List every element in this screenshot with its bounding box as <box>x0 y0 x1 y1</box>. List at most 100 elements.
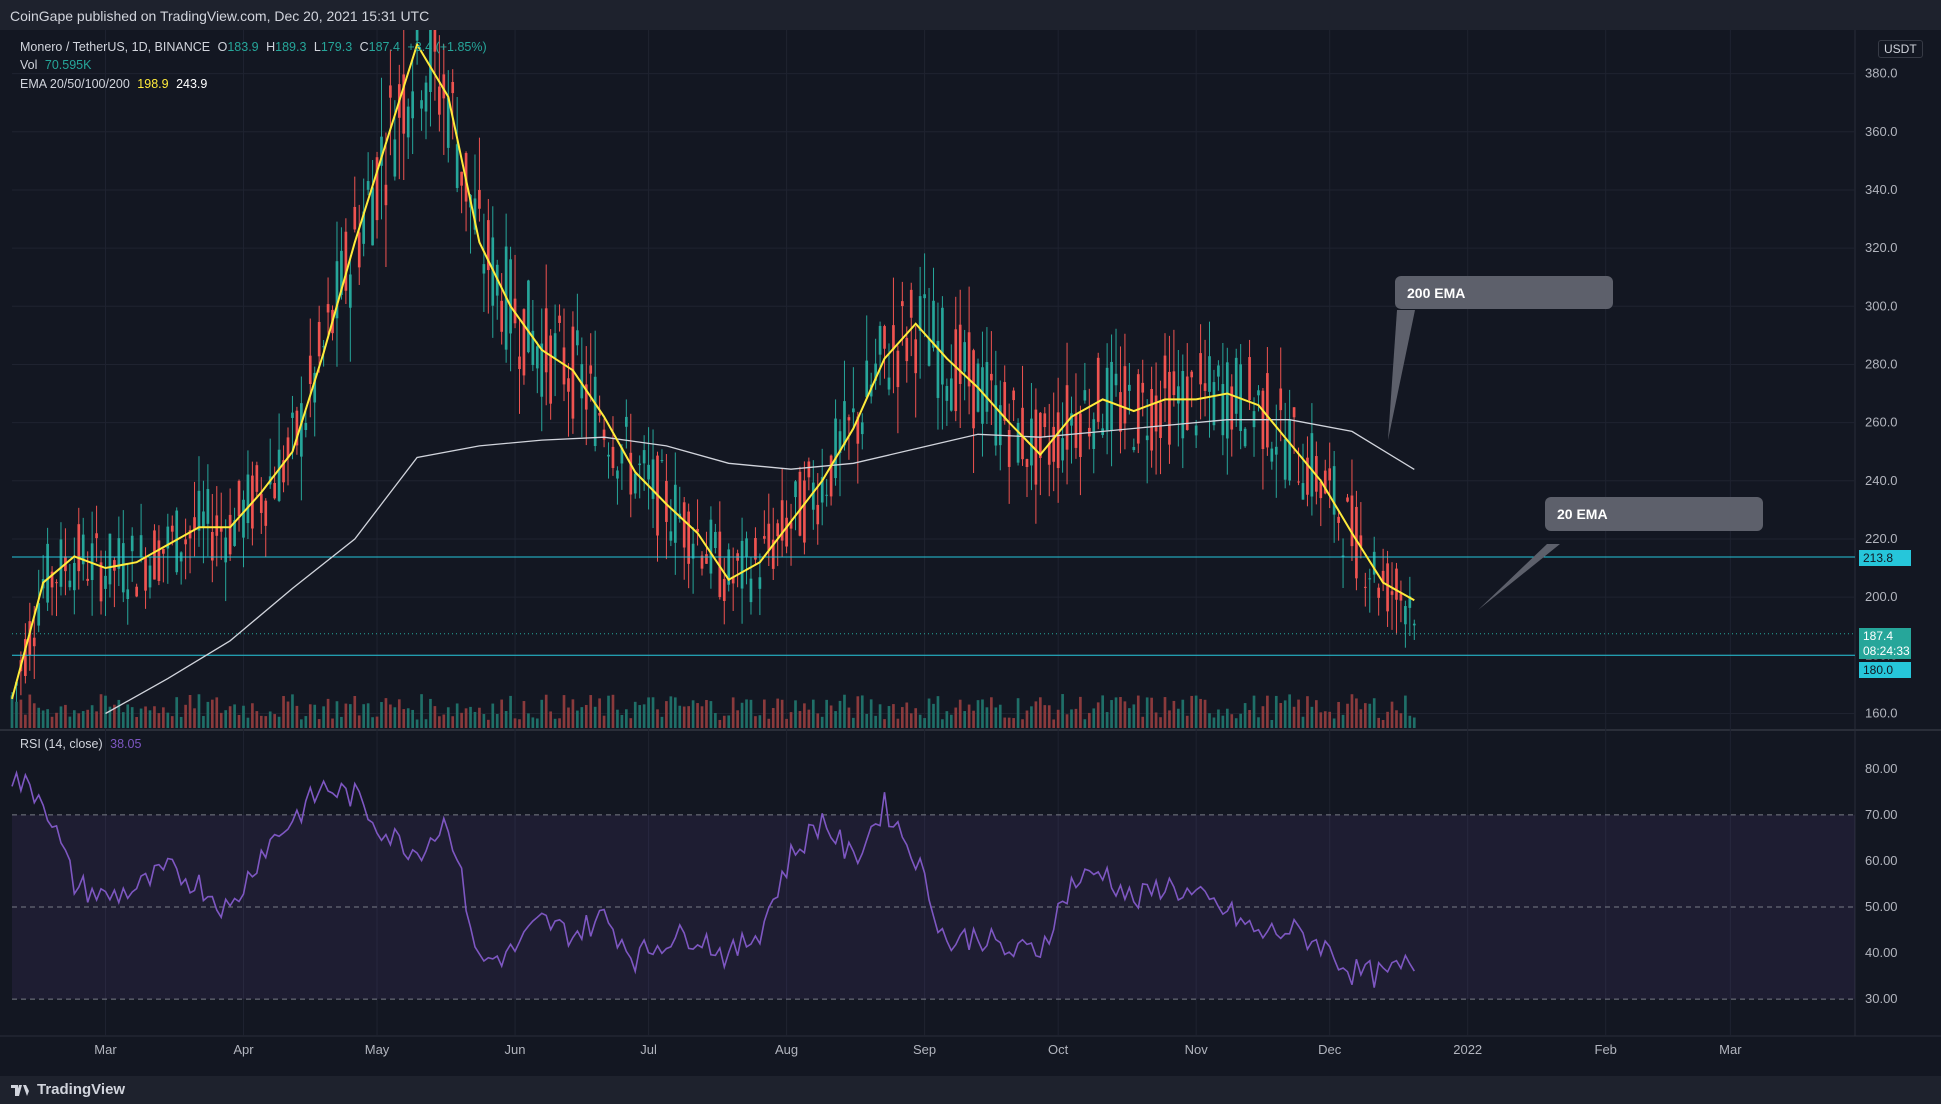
candle-body <box>794 481 797 498</box>
volume-bar <box>918 714 922 728</box>
volume-bar <box>50 716 54 728</box>
candle-body <box>669 531 673 541</box>
volume-legend: Vol 70.595K <box>20 58 95 72</box>
candle-body <box>197 490 201 531</box>
volume-bar <box>945 711 949 728</box>
volume-bar <box>518 719 521 728</box>
volume-bar <box>1230 714 1234 728</box>
candle-body <box>1257 390 1260 396</box>
candle-body <box>1181 370 1185 439</box>
volume-bar <box>1257 717 1260 728</box>
volume-bar <box>357 715 361 728</box>
ema20-callout: 20 EMA <box>1545 497 1763 531</box>
candle-body <box>1283 439 1287 480</box>
candle-body <box>1194 425 1198 436</box>
candle-body <box>700 555 704 569</box>
candle-body <box>1047 442 1051 465</box>
volume-bar <box>295 705 299 728</box>
rsi-tick-label: 50.00 <box>1865 899 1898 914</box>
candle-body <box>1341 555 1345 557</box>
volume-bar <box>308 704 312 728</box>
currency-label[interactable]: USDT <box>1878 40 1923 58</box>
candle-body <box>1346 497 1349 502</box>
candle-body <box>1208 356 1211 392</box>
candle-body <box>763 536 766 539</box>
volume-bar <box>1301 716 1305 728</box>
volume-bar <box>366 703 370 728</box>
volume-bar <box>389 704 392 728</box>
volume-bar <box>745 699 748 728</box>
candle-body <box>990 373 993 381</box>
volume-bar <box>282 696 285 728</box>
candle-body <box>188 530 192 539</box>
candle-body <box>1266 373 1269 448</box>
price-chart[interactable]: 160.0 180.0 200.0 220.0 240.0 260.0 280.0 300.0… <box>0 30 1941 1076</box>
volume-bar <box>571 699 575 728</box>
candle-body <box>455 144 459 188</box>
volume-bar <box>580 707 584 728</box>
volume-label: Vol <box>20 58 38 72</box>
candle-body <box>144 557 147 591</box>
candle-body <box>384 184 388 206</box>
candle-body <box>193 517 196 530</box>
candle-body <box>829 455 833 497</box>
volume-bar <box>696 703 699 728</box>
candle-body <box>883 326 886 349</box>
candle-body <box>518 356 521 370</box>
candle-body <box>371 187 374 246</box>
volume-bar <box>527 713 530 728</box>
volume-bar <box>941 719 944 728</box>
candle-body <box>24 639 27 676</box>
volume-bar <box>820 716 824 728</box>
volume-bar <box>1217 709 1220 728</box>
candle-body <box>424 82 428 112</box>
candle-body <box>633 473 637 494</box>
volume-bar <box>1034 701 1038 728</box>
candle-body <box>963 342 966 372</box>
candle-body <box>1070 413 1073 426</box>
candle-body <box>433 30 437 52</box>
volume-bar <box>687 706 690 728</box>
candle-body <box>549 335 552 404</box>
candle-body <box>104 575 107 589</box>
candle-body <box>1083 390 1087 401</box>
candle-body <box>1021 407 1024 460</box>
volume-bar <box>1363 703 1367 728</box>
candle-body <box>95 533 98 539</box>
candle-body <box>219 527 223 532</box>
candle-body <box>616 470 619 479</box>
volume-bar <box>19 699 23 728</box>
candle-body <box>1203 383 1207 391</box>
volume-bar <box>1221 715 1225 728</box>
candle-body <box>340 250 343 296</box>
volume-bar <box>157 713 161 728</box>
volume-bar <box>589 695 593 728</box>
candle-body <box>816 504 820 525</box>
candle-body <box>705 554 708 564</box>
candle-body <box>803 480 806 543</box>
volume-bar <box>727 715 731 728</box>
tradingview-logo[interactable]: TradingView <box>10 1081 125 1098</box>
ema-legend: EMA 20/50/100/200 198.9 243.9 <box>20 77 211 91</box>
volume-bar <box>807 709 811 728</box>
volume-bar <box>1203 699 1207 728</box>
volume-bar <box>798 711 802 728</box>
candle-body <box>696 528 699 532</box>
time-tick-label: Mar <box>1719 1042 1742 1057</box>
price-tick-label: 380.0 <box>1865 66 1898 81</box>
candle-body <box>780 500 784 541</box>
candle-body <box>718 531 722 598</box>
volume-bar <box>1261 706 1265 728</box>
volume-bar <box>108 706 112 728</box>
volume-bar <box>811 699 815 728</box>
volume-bar <box>624 709 628 728</box>
volume-bar <box>567 707 570 728</box>
volume-bar <box>37 707 41 728</box>
volume-bar <box>611 694 615 728</box>
candle-body <box>317 321 321 357</box>
volume-bar <box>958 699 962 728</box>
volume-bar <box>633 701 637 728</box>
volume-bar <box>1208 713 1211 728</box>
volume-bar <box>206 701 210 728</box>
candle-body <box>691 543 695 559</box>
